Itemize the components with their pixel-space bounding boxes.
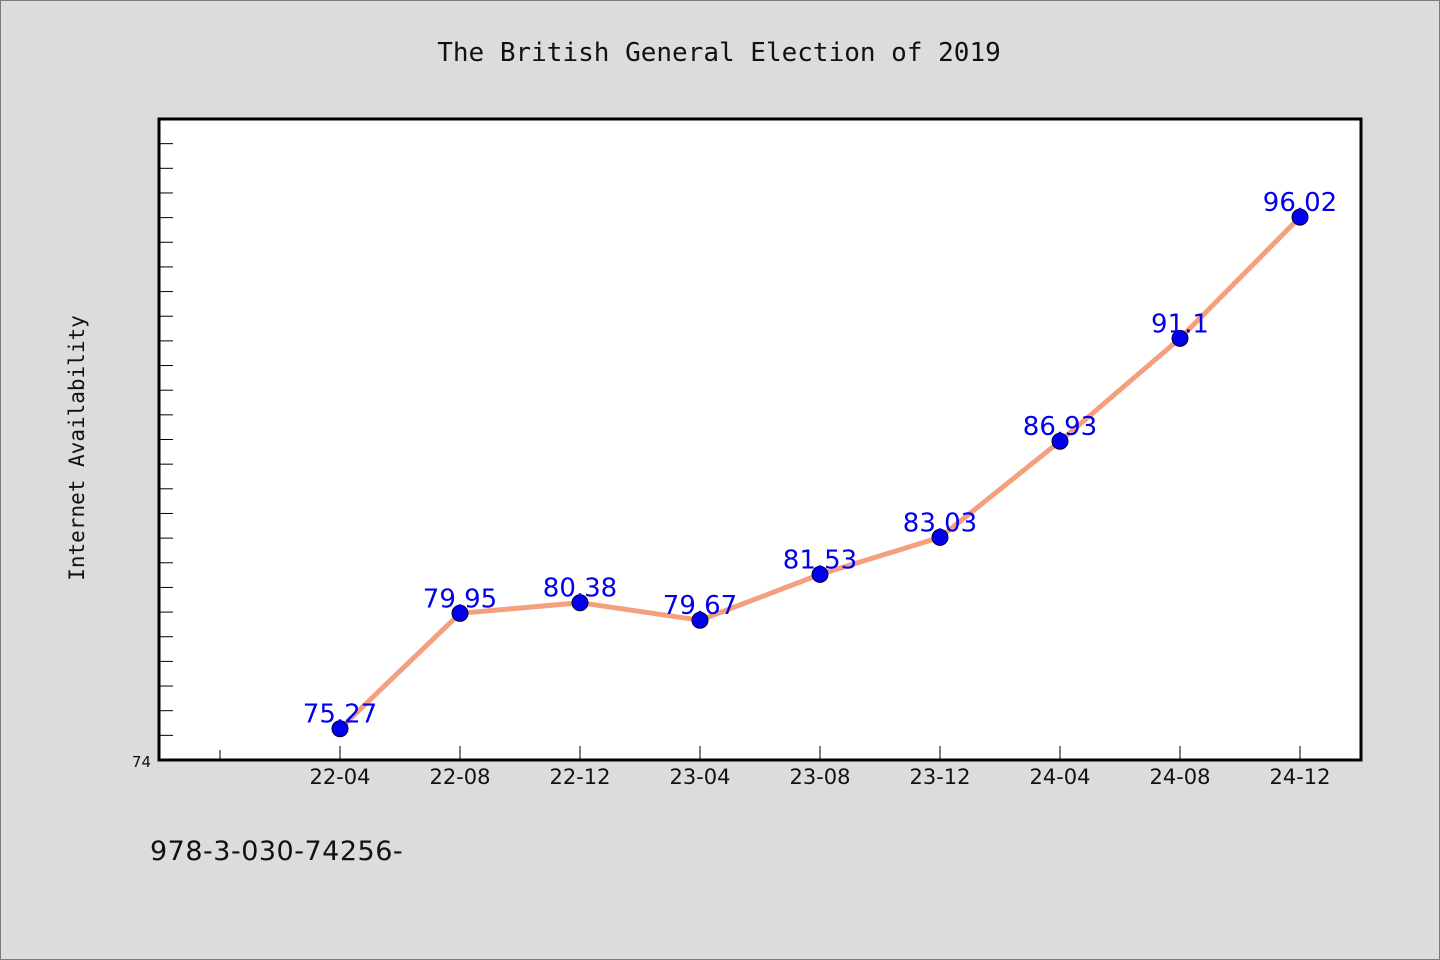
data-point: [331, 720, 349, 738]
y-tick-label: 74: [132, 753, 151, 771]
plot-area: [157, 117, 1363, 762]
y-axis-label: Internet Availability: [65, 315, 89, 581]
footer-isbn-text: 978-3-030-74256-: [150, 836, 404, 867]
data-point: [451, 604, 469, 622]
data-label: 81.53: [783, 545, 857, 575]
data-label: 96.02: [1263, 188, 1337, 218]
x-tick-label: 24-04: [1029, 765, 1090, 789]
data-label: 86.93: [1023, 412, 1097, 442]
x-tick-label: 23-12: [909, 765, 970, 789]
data-label: 80.38: [543, 574, 617, 604]
chart-title: The British General Election of 2019: [437, 38, 1001, 68]
data-point: [1051, 432, 1069, 450]
data-point: [691, 611, 709, 629]
x-tick-label: 22-08: [429, 765, 490, 789]
data-label: 79.95: [423, 584, 497, 614]
data-label: 91.1: [1151, 309, 1209, 339]
x-axis-ticks: 22-04 22-08 22-12 23-04 23-08 23-12 24-04 24-08…: [219, 746, 1331, 789]
x-tick-label: 23-08: [789, 765, 850, 789]
data-label: 83.03: [903, 508, 977, 538]
data-point: [931, 528, 949, 546]
data-point: [571, 594, 589, 612]
data-point: [811, 565, 829, 583]
x-tick-label: 23-04: [669, 765, 730, 789]
data-point: [1291, 208, 1309, 226]
x-tick-label: 22-04: [309, 765, 370, 789]
data-point: [1171, 329, 1189, 347]
data-label: 79.67: [663, 591, 737, 621]
data-markers: [331, 208, 1309, 738]
x-tick-label: 24-12: [1269, 765, 1330, 789]
data-label: 75.27: [303, 700, 377, 730]
data-labels: 75.27 79.95 80.38 79.67 81.53 83.03 86.93 91.1 9…: [303, 188, 1337, 730]
x-tick-label: 22-12: [549, 765, 610, 789]
x-tick-label: 24-08: [1149, 765, 1210, 789]
y-axis-ticks: 74: [132, 143, 173, 771]
